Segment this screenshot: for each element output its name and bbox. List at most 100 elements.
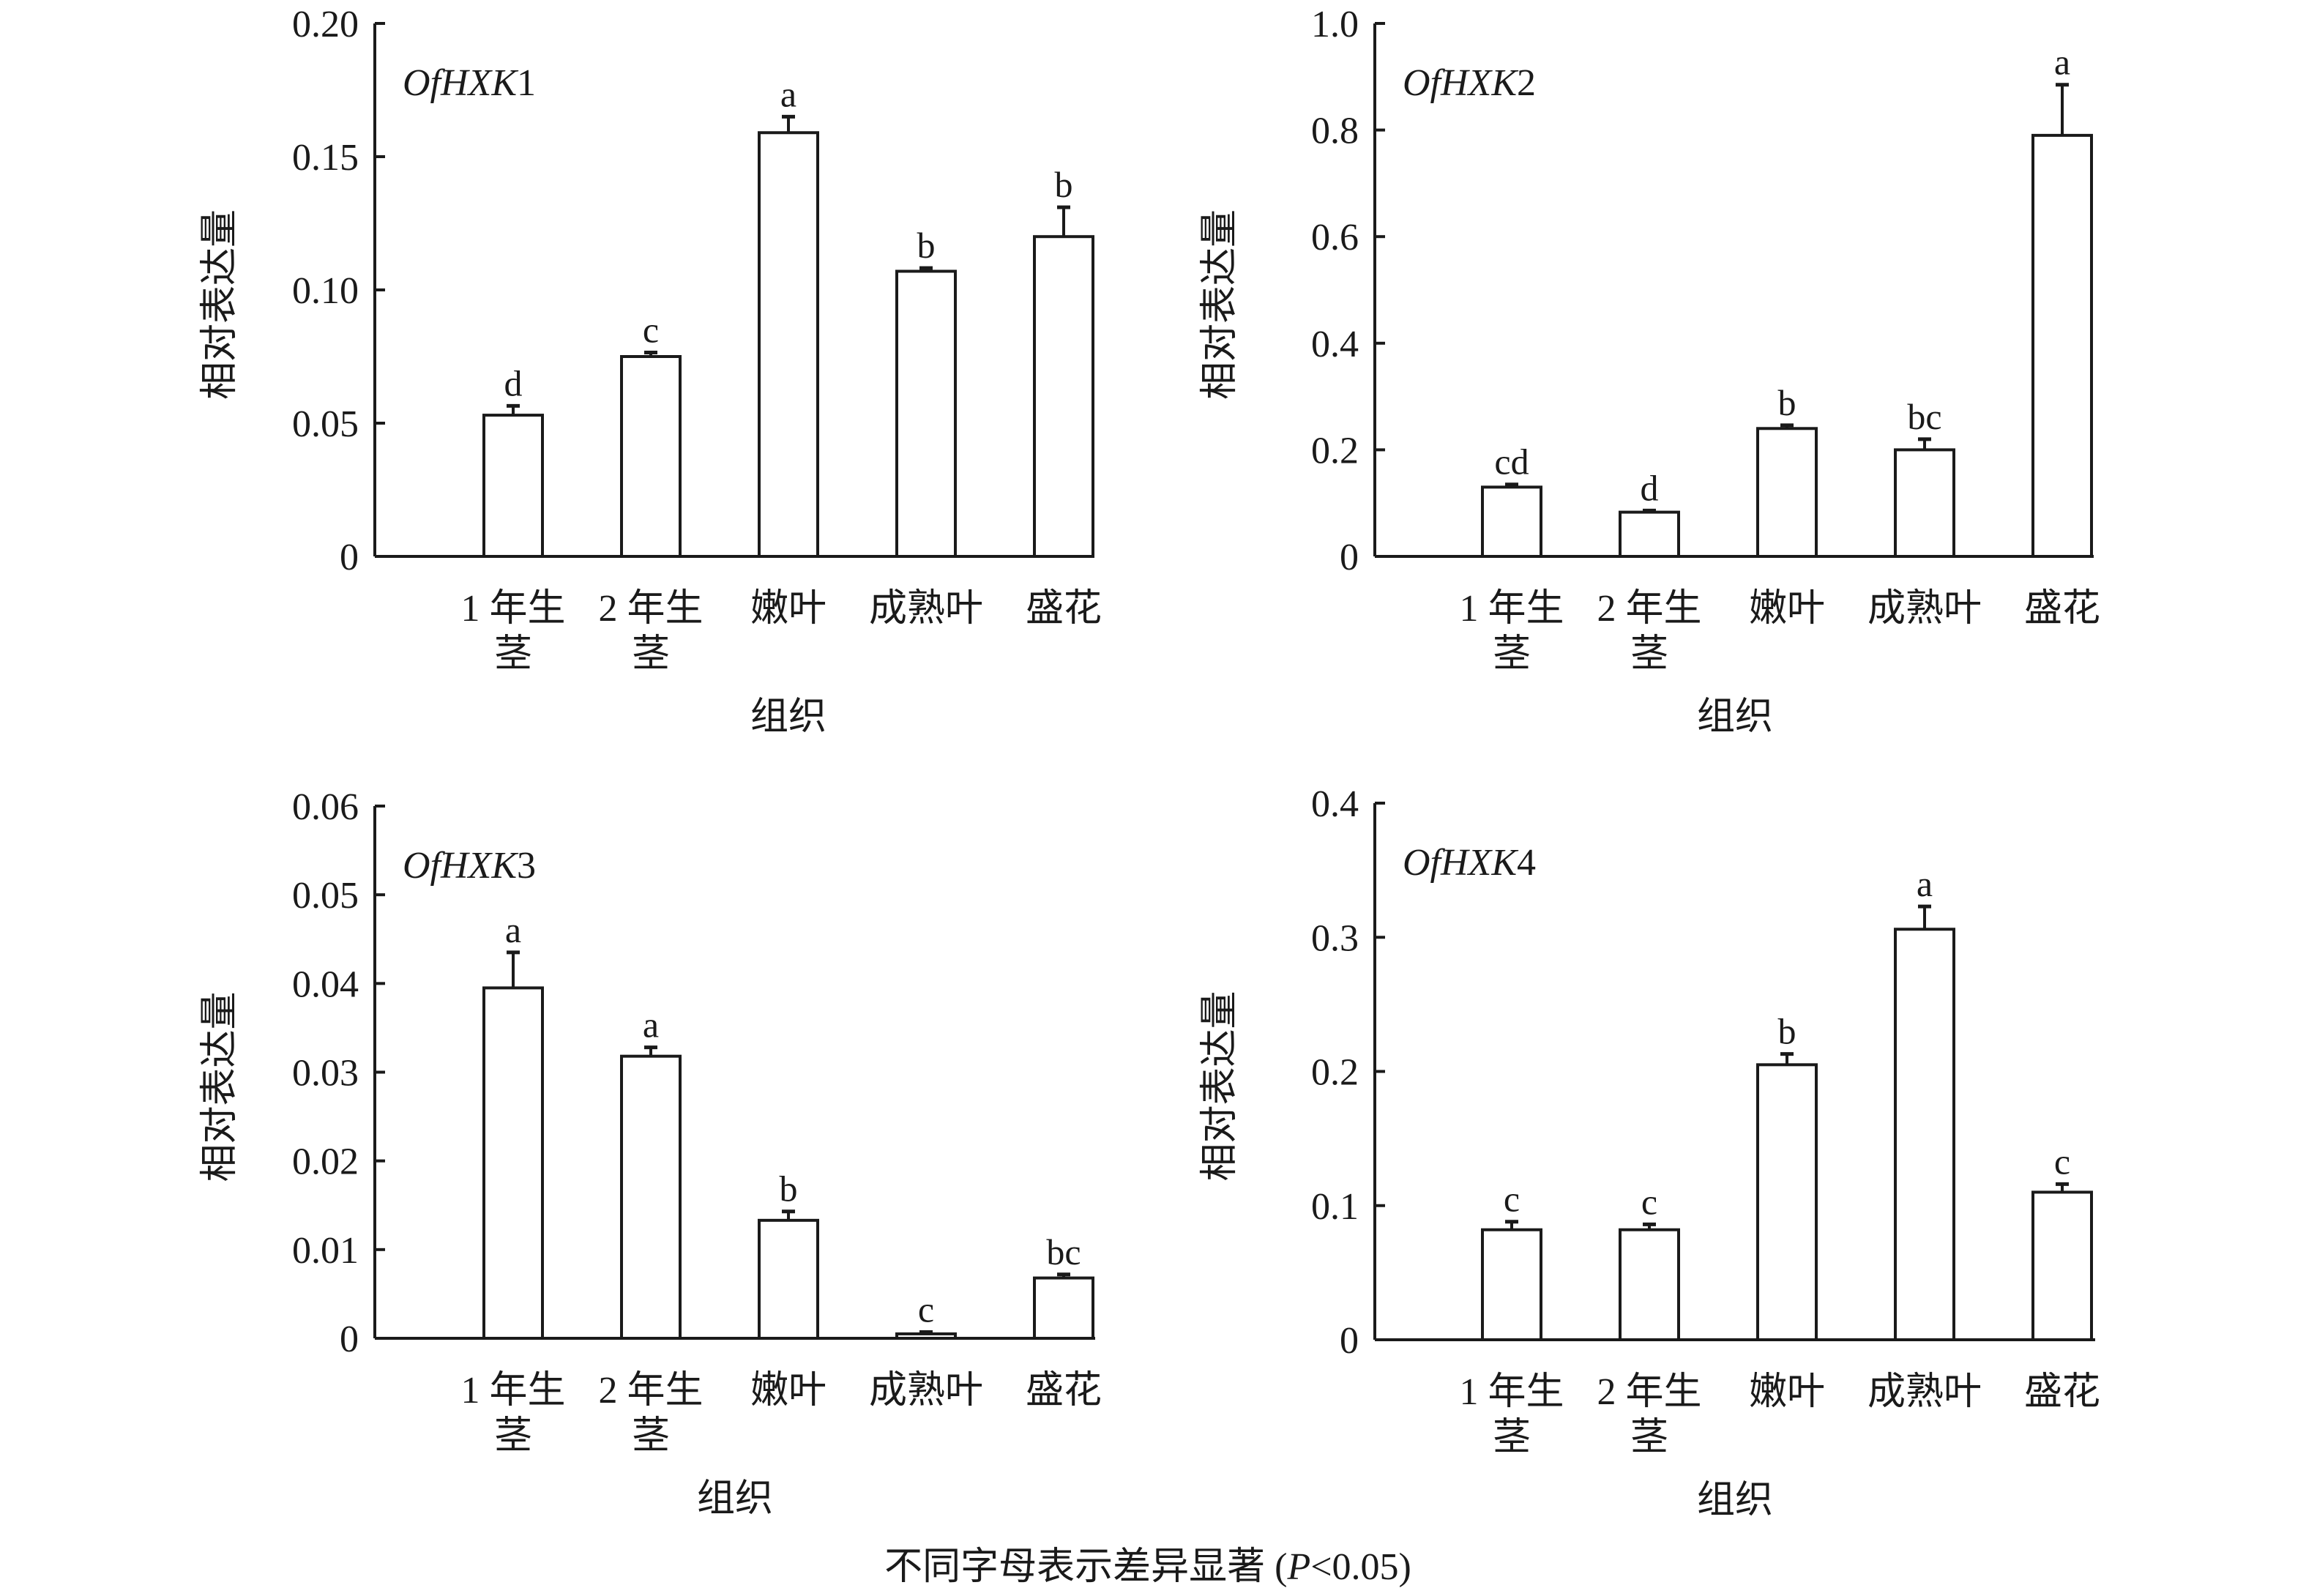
- gene-number: 3: [517, 845, 536, 887]
- significance-letter: cd: [1494, 441, 1529, 482]
- bar: [482, 986, 544, 1340]
- gene-number: 4: [1517, 842, 1536, 884]
- x-tick-label: 1 年生: [460, 588, 565, 630]
- bar: [895, 1332, 957, 1340]
- x-axis-title: 组织: [1697, 1480, 1773, 1521]
- gene-title: OfHXK3: [403, 845, 536, 887]
- footnote-p: P: [1286, 1546, 1310, 1588]
- y-tick-label: 0.2: [1311, 1052, 1359, 1094]
- significance-letter: a: [643, 1004, 659, 1045]
- y-tick-label: 0.1: [1311, 1186, 1359, 1228]
- y-tick-label: 0: [340, 537, 359, 578]
- significance-letter: b: [1055, 164, 1073, 205]
- x-tick-label: 1 年生: [460, 1370, 565, 1412]
- gene-name-italic: OfHXK: [1403, 62, 1518, 104]
- gene-number: 1: [517, 62, 536, 104]
- bar: [620, 355, 682, 558]
- significance-letter: a: [780, 73, 796, 114]
- x-tick-label: 1 年生: [1459, 1371, 1564, 1413]
- bar: [895, 269, 957, 558]
- x-tick-label: 茎: [1493, 633, 1531, 675]
- gene-title: OfHXK4: [1403, 842, 1536, 884]
- y-tick-label: 0.20: [292, 4, 359, 45]
- y-tick-label: 0.15: [292, 137, 359, 179]
- x-tick-label: 成熟叶: [869, 1370, 983, 1412]
- bar: [758, 1218, 819, 1340]
- x-tick-label: 嫩叶: [1749, 1371, 1825, 1413]
- bar: [758, 131, 819, 559]
- x-tick-label: 茎: [1493, 1417, 1531, 1458]
- y-tick-label: 0.4: [1311, 783, 1359, 825]
- y-tick-label: 0.03: [292, 1053, 359, 1095]
- x-tick-label: 茎: [1630, 1417, 1668, 1458]
- gene-title: OfHXK2: [1403, 62, 1536, 104]
- y-tick-label: 1.0: [1311, 4, 1359, 45]
- bar: [1894, 448, 1955, 559]
- significance-letter: bc: [1046, 1231, 1081, 1272]
- gene-name-italic: OfHXK: [1403, 842, 1518, 884]
- x-tick-label: 茎: [632, 633, 670, 675]
- x-tick-label: 茎: [494, 633, 532, 675]
- footnote-text: 不同字母表示差异显著 (: [884, 1546, 1287, 1588]
- bar: [482, 414, 544, 559]
- significance-letter: bc: [1907, 396, 1941, 437]
- y-tick-label: 0.4: [1311, 324, 1359, 365]
- x-tick-label: 2 年生: [598, 588, 703, 630]
- gene-number: 2: [1517, 62, 1536, 104]
- y-axis-title: 相对表达量: [1199, 991, 1241, 1181]
- x-tick-label: 茎: [494, 1415, 532, 1457]
- x-tick-label: 盛花: [2024, 1371, 2100, 1413]
- bar: [1481, 1228, 1542, 1341]
- x-axis-title: 组织: [697, 1478, 773, 1520]
- chart-panel-2: 0 0.2 0.4 0.6 0.8 1.0 相对表达量 OfHXK2 cd 1 年生茎 d 2 年生茎…: [1199, 4, 2100, 738]
- significance-letter: a: [505, 909, 521, 950]
- footnote-threshold: <0.05): [1310, 1546, 1411, 1588]
- chart-panel-4: 0 0.1 0.2 0.3 0.4 相对表达量 OfHXK4 c 1 年生茎 c 2 年生茎 b 嫩叶 a…: [1199, 783, 2100, 1521]
- x-tick-label: 成熟叶: [869, 588, 983, 630]
- y-tick-label: 0.05: [292, 403, 359, 445]
- significance-letter: b: [917, 225, 936, 266]
- x-tick-label: 嫩叶: [750, 588, 826, 630]
- y-tick-label: 0.8: [1311, 111, 1359, 152]
- y-tick-label: 0: [1340, 1320, 1359, 1362]
- x-tick-label: 2 年生: [598, 1370, 703, 1412]
- x-tick-label: 茎: [632, 1415, 670, 1457]
- y-tick-label: 0.10: [292, 270, 359, 312]
- y-axis-title: 相对表达量: [199, 991, 241, 1182]
- x-tick-label: 盛花: [1026, 588, 1102, 630]
- x-axis-title: 组织: [1697, 696, 1773, 738]
- x-tick-label: 茎: [1630, 633, 1668, 675]
- significance-letter: b: [1778, 1011, 1796, 1052]
- bar: [1033, 1276, 1094, 1340]
- x-tick-label: 2 年生: [1597, 1371, 1701, 1413]
- significance-letter: b: [780, 1168, 798, 1209]
- bar: [1481, 485, 1542, 558]
- bar: [1033, 235, 1094, 558]
- y-tick-label: 0.05: [292, 875, 359, 917]
- x-tick-label: 盛花: [2024, 588, 2100, 630]
- y-tick-label: 0.2: [1311, 430, 1359, 471]
- bar: [1619, 1228, 1680, 1341]
- significance-letter: c: [2054, 1141, 2070, 1182]
- significance-letter: d: [504, 362, 523, 403]
- bar: [620, 1054, 682, 1340]
- gene-name-italic: OfHXK: [403, 62, 518, 104]
- significance-letter: a: [1917, 863, 1933, 904]
- significance-letter: c: [643, 310, 659, 351]
- significance-letter: d: [1641, 467, 1659, 508]
- y-axis-title: 相对表达量: [199, 209, 241, 400]
- chart-panel-3: 0 0.01 0.02 0.03 0.04 0.05 0.06 相对表达量 OfHXK3 a 1 年…: [199, 786, 1102, 1520]
- y-tick-label: 0.01: [292, 1230, 359, 1272]
- x-tick-label: 盛花: [1026, 1370, 1102, 1412]
- y-tick-label: 0.6: [1311, 217, 1359, 258]
- x-tick-label: 成熟叶: [1867, 588, 1982, 630]
- footnote: 不同字母表示差异显著 (P<0.05): [884, 1546, 1411, 1588]
- significance-letter: b: [1778, 382, 1796, 423]
- gene-title: OfHXK1: [403, 62, 536, 104]
- significance-letter: c: [918, 1289, 934, 1330]
- bar: [1894, 928, 1955, 1341]
- significance-letter: c: [1641, 1181, 1657, 1222]
- bar: [2031, 133, 2093, 558]
- x-tick-label: 嫩叶: [1749, 588, 1825, 630]
